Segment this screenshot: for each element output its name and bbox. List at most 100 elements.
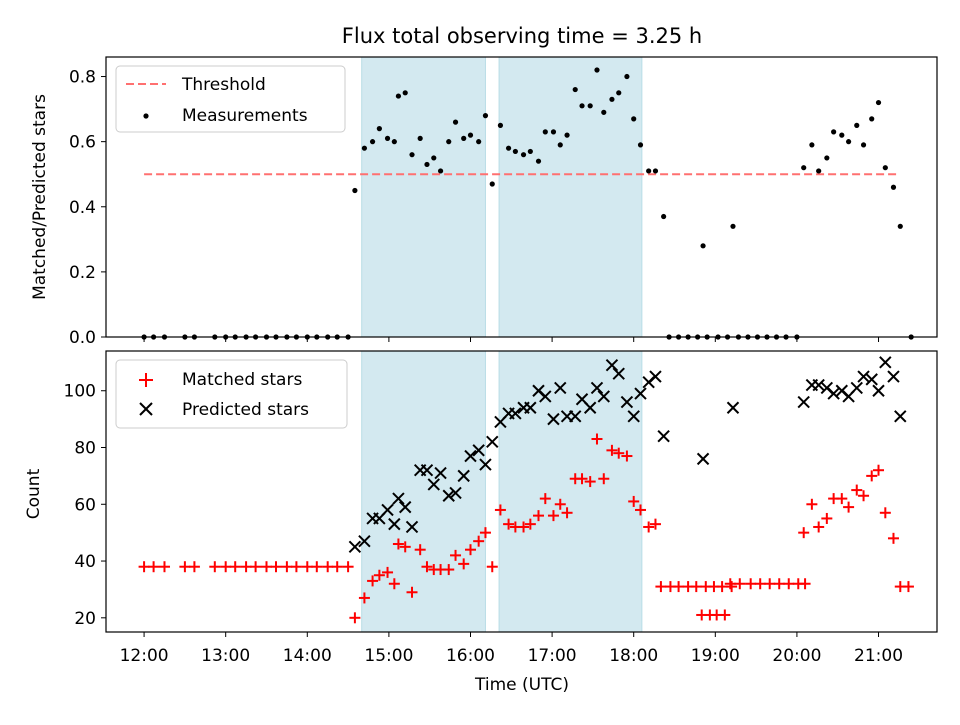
shaded-interval-1 bbox=[361, 56, 486, 338]
legend-threshold-label: Threshold bbox=[181, 75, 266, 95]
measurement-point bbox=[839, 132, 845, 138]
matched-star-marker bbox=[806, 498, 818, 510]
matched-star-marker bbox=[342, 561, 354, 573]
matched-star-marker bbox=[821, 512, 833, 524]
x-tick-label: 18:00 bbox=[609, 646, 658, 666]
matched-star-marker bbox=[229, 561, 241, 573]
measurement-point bbox=[557, 142, 563, 148]
measurement-point bbox=[489, 181, 495, 187]
matched-star-marker bbox=[240, 561, 252, 573]
x-tick-label: 16:00 bbox=[446, 646, 495, 666]
predicted-star-marker bbox=[472, 444, 485, 457]
bottom-axes-frame bbox=[105, 350, 938, 633]
matched-star-marker bbox=[373, 569, 385, 581]
matched-star-marker bbox=[458, 558, 470, 570]
measurement-point bbox=[476, 139, 482, 145]
matched-star-marker bbox=[443, 564, 455, 576]
measurement-point bbox=[497, 122, 504, 128]
measurement-point bbox=[801, 165, 807, 171]
measurement-point bbox=[601, 109, 607, 115]
predicted-star-marker bbox=[597, 390, 610, 403]
predicted-star-marker bbox=[524, 401, 537, 414]
predicted-star-marker bbox=[457, 469, 470, 483]
measurement-point bbox=[816, 168, 822, 174]
predicted-star-marker bbox=[696, 452, 710, 466]
predicted-star-marker bbox=[865, 373, 878, 386]
matched-star-marker bbox=[773, 578, 785, 590]
predicted-star-marker bbox=[569, 410, 582, 423]
matched-star-marker bbox=[518, 521, 530, 533]
shaded-interval-1 bbox=[361, 350, 486, 633]
matched-star-marker bbox=[382, 566, 394, 578]
bottom-y-tick-label: 80 bbox=[74, 439, 96, 459]
top-y-ticks: 0.0 0.2 0.4 0.6 0.8 bbox=[69, 68, 106, 348]
matched-star-marker bbox=[873, 464, 885, 476]
predicted-star-marker bbox=[539, 390, 552, 403]
predicted-star-marker bbox=[850, 381, 863, 395]
x-tick-label: 19:00 bbox=[691, 646, 740, 666]
measurement-point bbox=[535, 158, 542, 164]
matched-star-marker bbox=[392, 538, 404, 550]
measurement-point bbox=[587, 103, 593, 109]
measurement-point bbox=[860, 142, 867, 148]
matched-star-marker bbox=[606, 444, 618, 456]
predicted-star-marker bbox=[857, 370, 870, 383]
measurement-point bbox=[384, 135, 391, 141]
bottom-y-axis-label: Count bbox=[24, 468, 44, 519]
matched-star-marker bbox=[220, 561, 232, 573]
measurement-point bbox=[467, 132, 474, 138]
predicted-star-marker bbox=[627, 410, 640, 423]
predicted-stars-group bbox=[348, 356, 907, 554]
matched-star-marker bbox=[331, 561, 343, 573]
predicted-star-marker bbox=[872, 384, 885, 397]
measurement-point bbox=[831, 129, 837, 135]
predicted-star-marker bbox=[405, 520, 419, 534]
measurement-point bbox=[437, 168, 444, 174]
matched-star-marker bbox=[613, 447, 625, 459]
matched-star-marker bbox=[799, 578, 811, 590]
measurement-point bbox=[730, 223, 736, 229]
predicted-star-marker bbox=[797, 395, 810, 409]
matched-star-marker bbox=[628, 495, 640, 507]
measurement-point bbox=[512, 148, 518, 155]
predicted-star-marker bbox=[634, 387, 647, 400]
measurement-point bbox=[391, 139, 397, 145]
predicted-star-marker bbox=[381, 503, 394, 517]
matched-star-marker bbox=[783, 578, 795, 590]
matched-star-marker bbox=[598, 473, 610, 485]
matched-star-marker bbox=[281, 561, 293, 573]
x-tick-label: 13:00 bbox=[201, 646, 250, 666]
matched-star-marker bbox=[399, 541, 411, 553]
matched-star-marker bbox=[486, 561, 498, 573]
matched-star-marker bbox=[584, 476, 596, 488]
measurement-point bbox=[637, 142, 644, 148]
matched-star-marker bbox=[503, 518, 515, 530]
matched-star-marker bbox=[591, 433, 603, 445]
predicted-star-marker bbox=[887, 370, 900, 383]
measurement-point bbox=[616, 90, 622, 96]
predicted-star-marker bbox=[547, 412, 560, 426]
matched-star-marker bbox=[158, 561, 170, 573]
measurement-point bbox=[854, 122, 860, 128]
matched-star-marker bbox=[547, 510, 559, 522]
matched-star-marker bbox=[716, 581, 728, 593]
measurement-point bbox=[579, 103, 585, 109]
matched-star-marker bbox=[754, 578, 766, 590]
measurement-point bbox=[700, 243, 706, 249]
bottom-y-tick-label: 20 bbox=[74, 609, 96, 629]
x-tick-label: 20:00 bbox=[772, 646, 821, 666]
predicted-star-marker bbox=[509, 407, 522, 420]
x-tick-label: 15:00 bbox=[364, 646, 413, 666]
measurement-point bbox=[369, 139, 376, 145]
matched-star-marker bbox=[539, 493, 551, 505]
bottom-shaded-intervals bbox=[361, 350, 643, 633]
matched-star-marker bbox=[836, 493, 848, 505]
measurement-point bbox=[594, 67, 600, 73]
matched-star-marker bbox=[250, 561, 262, 573]
predicted-star-marker bbox=[348, 540, 362, 554]
matched-star-marker bbox=[388, 578, 400, 590]
matched-star-marker bbox=[148, 561, 160, 573]
measurement-point bbox=[431, 155, 437, 161]
